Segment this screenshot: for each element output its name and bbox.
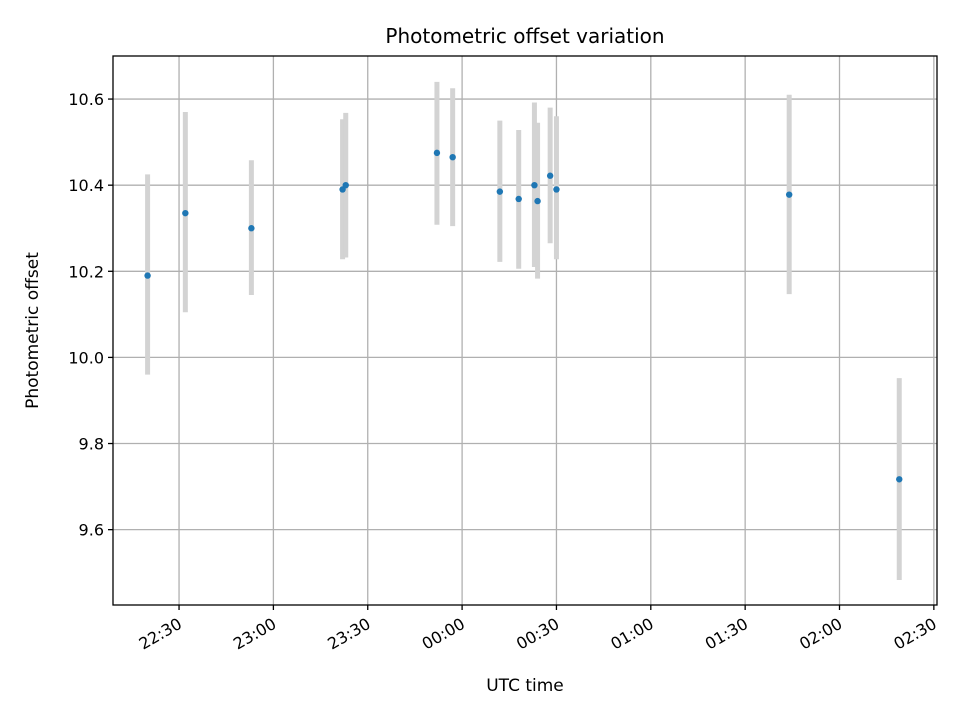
x-tick-label: 02:30	[890, 614, 939, 654]
chart-title: Photometric offset variation	[385, 24, 664, 48]
x-tick-label: 00:30	[513, 614, 562, 654]
data-point	[515, 195, 522, 203]
data-point	[342, 181, 349, 189]
y-axis-ticks: 9.6 9.8 10.0 10.2 10.4 10.6	[68, 90, 113, 540]
data-point	[182, 209, 189, 217]
x-tick-label: 23:00	[230, 614, 279, 654]
x-tick-label: 01:30	[702, 614, 751, 654]
y-tick-label: 9.8	[79, 435, 104, 454]
data-point	[496, 188, 504, 195]
data-point	[248, 225, 255, 232]
x-tick-label: 23:30	[324, 614, 373, 654]
x-tick-label: 01:00	[607, 614, 656, 654]
y-tick-label: 10.0	[68, 348, 104, 367]
x-tick-label: 00:00	[419, 614, 468, 654]
data-point	[553, 186, 560, 193]
y-axis-label: Photometric offset	[23, 252, 43, 409]
data-point	[531, 181, 538, 189]
data-point	[896, 476, 903, 483]
plot-frame	[112, 55, 938, 606]
y-tick-label: 9.6	[79, 521, 104, 540]
x-axis-ticks: 22:30 23:00 23:30 00:00 00:30 01:00 01:30 02:00…	[136, 605, 940, 654]
error-bars	[145, 81, 902, 581]
data-points	[144, 149, 903, 483]
y-tick-label: 10.2	[68, 262, 104, 281]
x-tick-label: 02:00	[796, 614, 845, 654]
data-point	[785, 191, 793, 198]
grid	[113, 56, 937, 605]
data-point	[546, 172, 554, 179]
x-axis-label: UTC time	[486, 676, 564, 696]
data-point	[433, 149, 441, 157]
data-point	[144, 272, 151, 279]
y-tick-label: 10.6	[68, 90, 104, 109]
data-point	[534, 197, 541, 205]
x-tick-label: 22:30	[136, 614, 185, 654]
data-point	[449, 153, 456, 161]
y-tick-label: 10.4	[68, 176, 104, 195]
